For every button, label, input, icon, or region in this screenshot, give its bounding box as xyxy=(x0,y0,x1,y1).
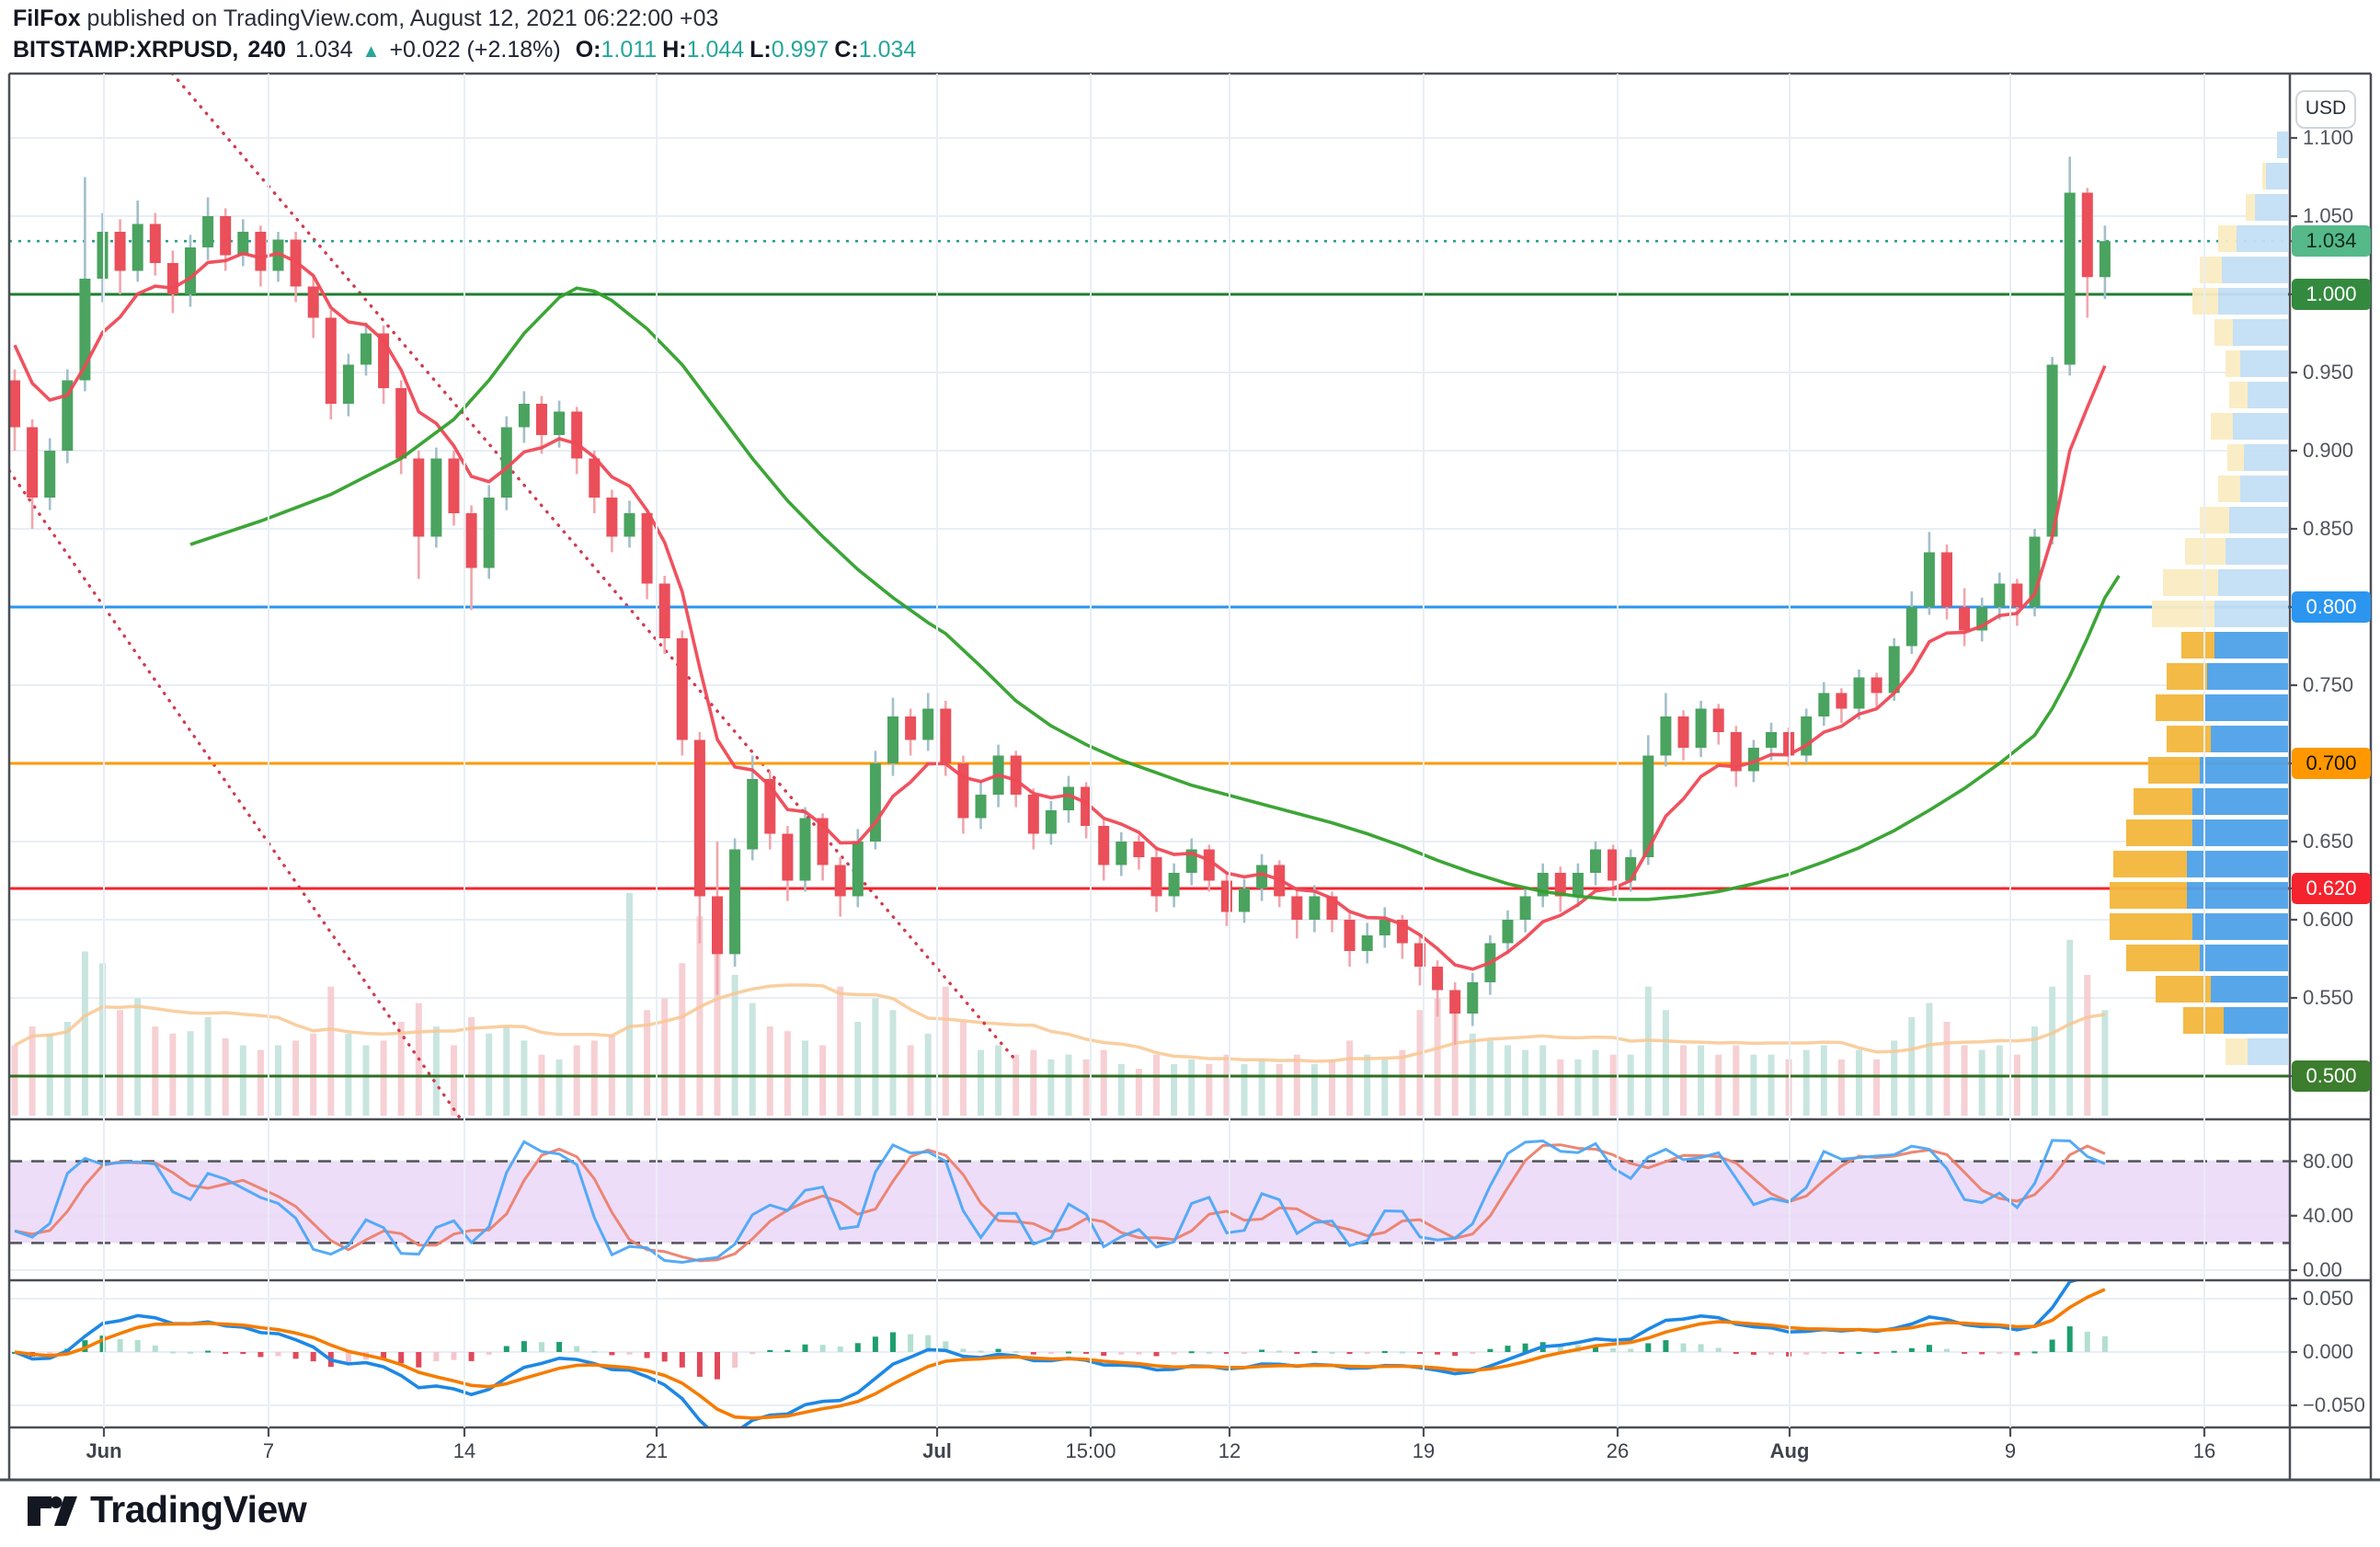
author-name: FilFox xyxy=(13,6,81,31)
last-price-value: 1.034 xyxy=(295,37,353,63)
ohlc-label: L: xyxy=(749,37,772,63)
tradingview-logo-text: TradingView xyxy=(90,1488,307,1530)
symbol-name: BITSTAMP:XRPUSD, xyxy=(13,37,239,63)
currency-toggle-button[interactable]: USD xyxy=(2295,90,2356,129)
ohlc-value: 0.997 xyxy=(771,37,830,63)
ohlc-values: O:1.011 H:1.044 L:0.997 C:1.034 xyxy=(570,37,917,63)
tradingview-logo[interactable]: TradingView xyxy=(26,1488,307,1531)
ohlc-value: 1.044 xyxy=(686,37,745,63)
ohlc-value: 1.034 xyxy=(858,37,917,63)
ohlc-label: C: xyxy=(834,37,859,63)
publish-byline: FilFox published on TradingView.com, Aug… xyxy=(13,6,718,32)
tradingview-logo-icon xyxy=(28,1495,77,1526)
byline-text: published on TradingView.com, August 12,… xyxy=(80,6,719,31)
symbol-interval: 240 xyxy=(247,37,287,63)
ohlc-label: O: xyxy=(575,37,601,63)
ohlc-value: 1.011 xyxy=(601,37,658,63)
price-change: +0.022 (+2.18%) xyxy=(389,37,561,63)
ohlc-label: H: xyxy=(662,37,687,63)
symbol-info-bar: BITSTAMP:XRPUSD, 240 1.034 ▲ +0.022 (+2.… xyxy=(13,37,916,63)
up-arrow-icon: ▲ xyxy=(361,41,381,62)
